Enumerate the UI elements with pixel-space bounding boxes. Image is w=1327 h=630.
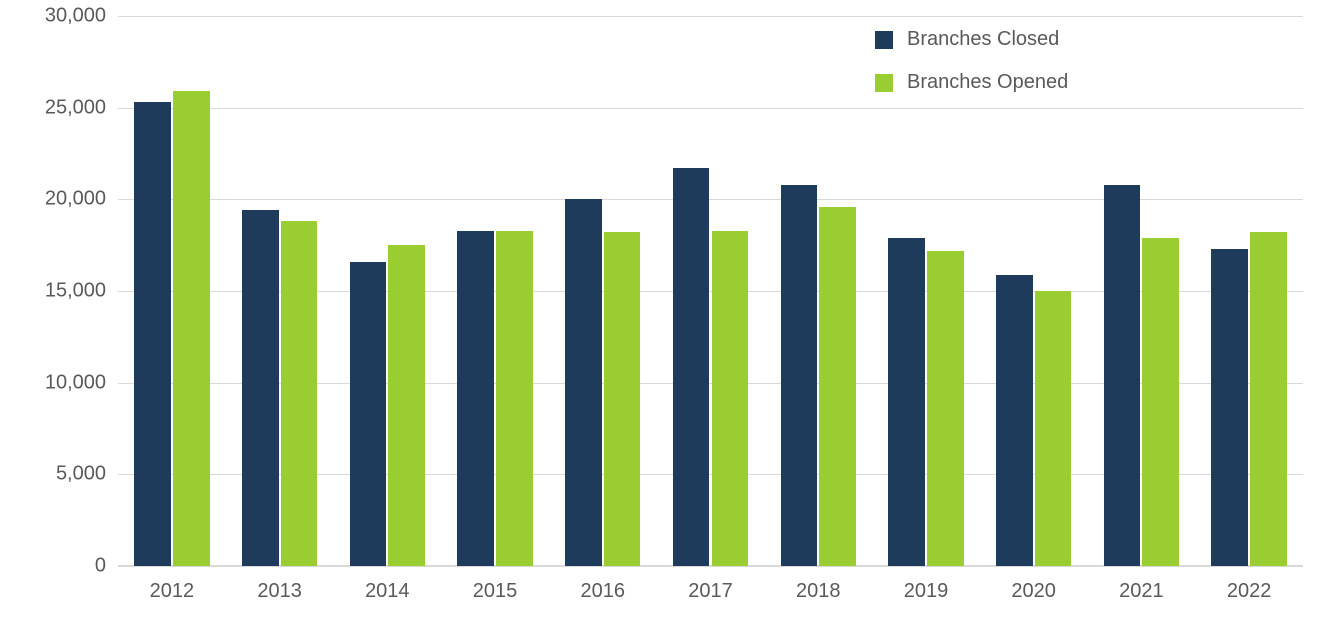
bar xyxy=(496,231,533,567)
x-tick-label: 2019 xyxy=(904,580,949,603)
y-tick-label: 25,000 xyxy=(45,96,106,119)
bar xyxy=(242,210,279,566)
legend-swatch xyxy=(875,74,893,92)
plot-area: 05,00010,00015,00020,00025,00030,0002012… xyxy=(118,16,1303,566)
bar xyxy=(888,238,925,566)
bar xyxy=(1104,185,1141,566)
x-tick-label: 2016 xyxy=(581,580,626,603)
x-tick-label: 2014 xyxy=(365,580,410,603)
y-tick-label: 20,000 xyxy=(45,188,106,211)
bar xyxy=(350,262,387,566)
bar xyxy=(173,91,210,566)
gridline xyxy=(118,16,1303,17)
y-tick-label: 15,000 xyxy=(45,280,106,303)
legend-swatch xyxy=(875,31,893,49)
bar xyxy=(781,185,818,566)
y-tick-label: 0 xyxy=(95,555,106,578)
bar xyxy=(673,168,710,566)
y-tick-label: 10,000 xyxy=(45,371,106,394)
bar xyxy=(927,251,964,566)
gridline xyxy=(118,566,1303,567)
x-tick-label: 2020 xyxy=(1011,580,1056,603)
y-tick-label: 30,000 xyxy=(45,5,106,28)
bar xyxy=(1211,249,1248,566)
bar xyxy=(565,199,602,566)
bar xyxy=(1142,238,1179,566)
legend-item: Branches Closed xyxy=(875,28,1068,51)
bar xyxy=(1250,232,1287,566)
x-tick-label: 2018 xyxy=(796,580,841,603)
legend-label: Branches Opened xyxy=(907,71,1068,94)
bar xyxy=(457,231,494,567)
x-tick-label: 2022 xyxy=(1227,580,1272,603)
bar xyxy=(996,275,1033,567)
bar xyxy=(1035,291,1072,566)
x-tick-label: 2021 xyxy=(1119,580,1164,603)
branches-bar-chart: 0 5,000 10,000 15,000 20,000 25,000 30,000 2012… xyxy=(0,0,1327,630)
x-tick-label: 2015 xyxy=(473,580,518,603)
x-tick-label: 2017 xyxy=(688,580,733,603)
chart-legend: Branches Closed Branches Opened xyxy=(875,28,1068,114)
bar xyxy=(281,221,318,566)
legend-item: Branches Opened xyxy=(875,71,1068,94)
x-tick-label: 2012 xyxy=(150,580,195,603)
gridline xyxy=(118,108,1303,109)
bar xyxy=(134,102,171,566)
y-tick-label: 5,000 xyxy=(56,463,106,486)
legend-label: Branches Closed xyxy=(907,28,1059,51)
bar xyxy=(819,207,856,566)
x-tick-label: 2013 xyxy=(257,580,302,603)
bar xyxy=(712,231,749,567)
bar xyxy=(388,245,425,566)
bar xyxy=(604,232,641,566)
